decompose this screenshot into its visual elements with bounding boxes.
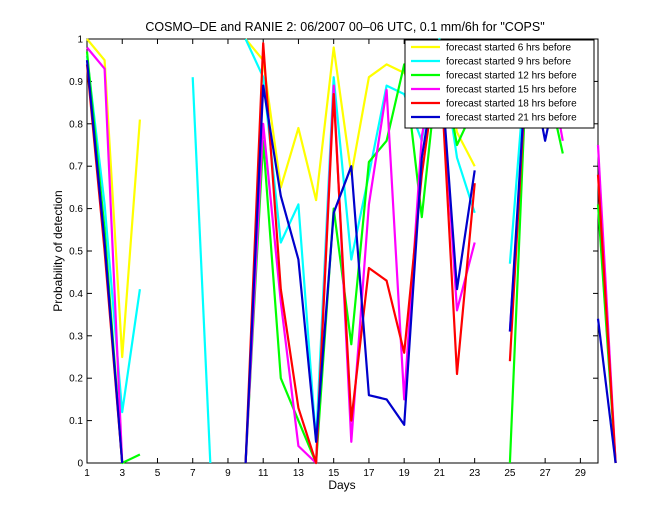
y-tick-label: 0.4: [69, 289, 83, 300]
y-tick-label: 0.3: [69, 331, 83, 342]
series-line-segment: [596, 318, 617, 464]
x-tick-label: 29: [575, 468, 587, 479]
y-tick-label: 1: [77, 35, 83, 46]
legend-entry: forecast started 12 hrs before: [446, 71, 577, 82]
y-axis-label: Probability of detection: [51, 190, 65, 311]
legend-entry: forecast started 9 hrs before: [446, 57, 572, 68]
x-tick-label: 17: [363, 468, 375, 479]
series-line-segment: [85, 60, 124, 464]
x-tick-label: 27: [540, 468, 552, 479]
x-tick-label: 13: [293, 468, 305, 479]
legend-entry: forecast started 15 hrs before: [446, 85, 577, 96]
x-tick-label: 5: [155, 468, 161, 479]
x-tick-label: 1: [84, 468, 90, 479]
x-tick-label: 9: [225, 468, 231, 479]
y-tick-label: 0.7: [69, 162, 83, 173]
y-tick-label: 0.2: [69, 374, 83, 385]
series-line-segment: [86, 46, 124, 464]
series-line-segment: [596, 174, 617, 464]
series-line-segment: [191, 77, 212, 464]
y-axis: 0 0.1 0.2 0.3 0.4 0.5 0.6 0.7 0.8 0.9 1: [69, 35, 598, 470]
legend-entry: forecast started 6 hrs before: [446, 43, 572, 54]
x-axis: 1 3 5 7 9 11 13 15 17 19 21 23 25 27 29: [84, 39, 586, 479]
x-axis-label: Days: [328, 478, 355, 492]
x-tick-label: 25: [504, 468, 516, 479]
x-tick-label: 23: [469, 468, 481, 479]
y-tick-label: 0.6: [69, 204, 83, 215]
x-tick-label: 3: [119, 468, 125, 479]
legend-entry: forecast started 21 hrs before: [446, 113, 577, 124]
y-tick-label: 0.5: [69, 247, 83, 258]
chart-title: COSMO–DE and RANIE 2: 06/2007 00–06 UTC,…: [145, 20, 544, 34]
y-tick-label: 0: [77, 459, 83, 470]
y-tick-label: 0.8: [69, 119, 83, 130]
x-tick-label: 19: [399, 468, 411, 479]
legend-box: [404, 39, 595, 129]
legend-entry: forecast started 18 hrs before: [446, 99, 577, 110]
legend: forecast started 6 hrs before forecast st…: [404, 39, 595, 129]
y-tick-label: 0.1: [69, 416, 83, 427]
y-tick-label: 0.9: [69, 77, 83, 88]
series-line-segment: [86, 38, 141, 359]
x-tick-label: 7: [190, 468, 196, 479]
x-tick-label: 21: [434, 468, 446, 479]
x-tick-label: 11: [258, 468, 269, 479]
x-tick-label: 15: [328, 468, 340, 479]
